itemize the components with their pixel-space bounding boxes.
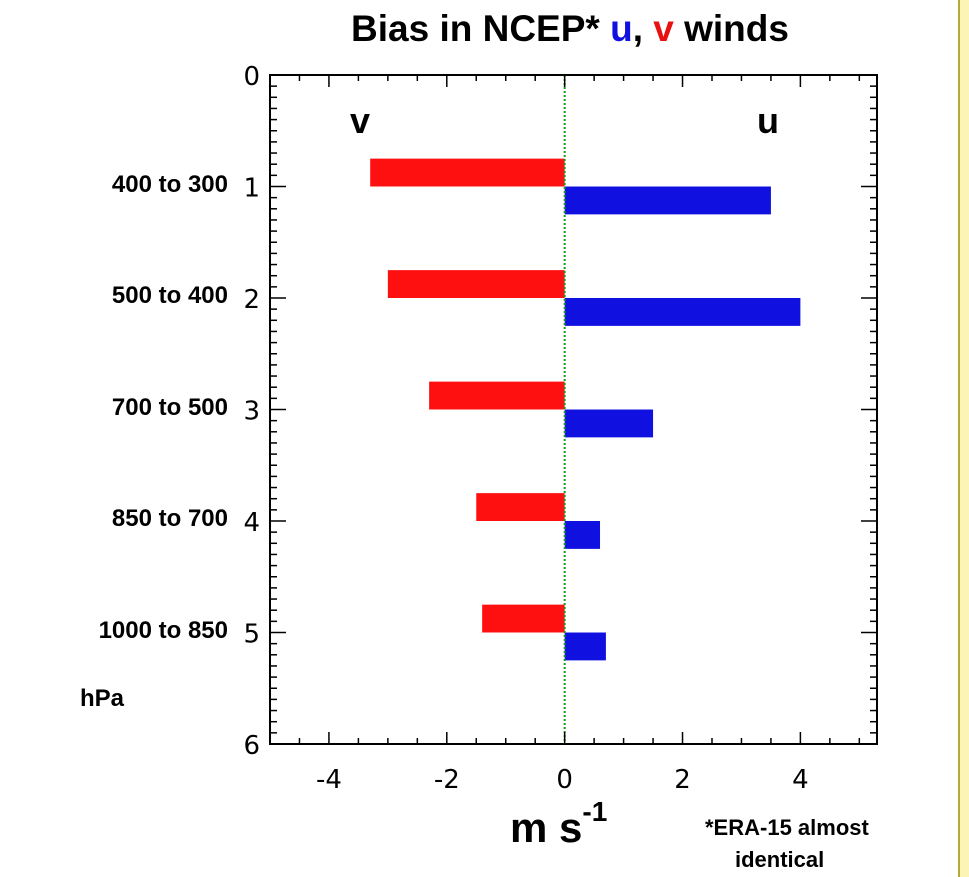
bar-v-4 — [476, 493, 565, 521]
level-label-2: 500 to 400 — [111, 282, 228, 309]
x-tick-label: 2 — [674, 765, 691, 795]
level-label-5: 1000 to 850 — [98, 616, 228, 644]
bar-v-1 — [370, 158, 565, 187]
ticks-group: -4 -2 0 2 4 0 1 2 3 4 5 6 — [243, 62, 877, 795]
level-label-3: 700 to 500 — [111, 393, 228, 421]
level-label-1: 400 to 300 — [111, 170, 228, 198]
title-suffix: winds — [673, 8, 789, 49]
x-tick-label: 0 — [556, 765, 573, 795]
y-tick-label: 2 — [243, 285, 260, 315]
y-tick-label: 6 — [243, 731, 260, 761]
x-tick-label: -4 — [316, 765, 342, 795]
legend-u-label: u — [757, 100, 779, 141]
legend-v-label: v — [350, 100, 371, 141]
y-tick-label: 4 — [243, 508, 260, 538]
chart-title: Bias in NCEP* u, v winds — [220, 8, 920, 58]
right-border-strip — [958, 0, 969, 877]
bar-u-5 — [564, 632, 606, 661]
x-unit-exponent: -1 — [582, 796, 608, 827]
y-tick-label: 5 — [243, 620, 260, 650]
bar-u-2 — [564, 298, 801, 326]
title-v: v — [653, 8, 674, 49]
y-tick-label: 3 — [243, 397, 260, 427]
footnote-line-1: *ERA-15 almost — [705, 815, 869, 840]
footnote: *ERA-15 almost identical — [705, 812, 869, 876]
bar-v-5 — [482, 604, 565, 633]
title-u: u — [610, 8, 633, 49]
title-comma: , — [632, 8, 654, 49]
bar-u-1 — [564, 186, 771, 215]
bars-group — [370, 158, 801, 661]
footnote-line-2: identical — [735, 847, 825, 872]
x-unit-base: m s — [510, 804, 583, 851]
y-tick-label: 1 — [243, 174, 260, 204]
x-tick-label: -2 — [434, 765, 460, 795]
y-tick-label: 0 — [243, 62, 260, 92]
bar-u-4 — [564, 521, 601, 549]
bar-u-3 — [564, 409, 654, 438]
hpa-label: hPa — [80, 685, 125, 712]
title-prefix: Bias in NCEP* — [351, 8, 611, 49]
x-tick-label: 4 — [792, 765, 809, 795]
x-unit-label: m s-1 — [510, 796, 607, 852]
bar-v-2 — [387, 270, 565, 298]
bar-v-3 — [429, 381, 565, 410]
level-label-4: 850 to 700 — [111, 505, 228, 532]
